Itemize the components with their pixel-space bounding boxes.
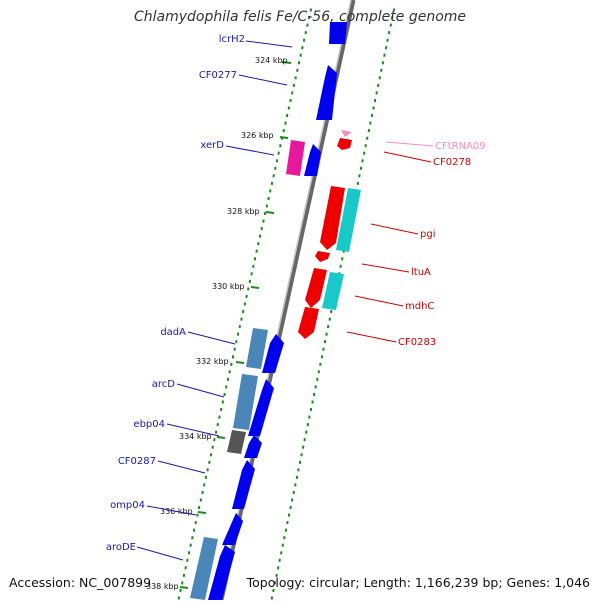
gene-label-CF0287[interactable]: CF0287 xyxy=(118,456,156,467)
gene-label-dadA[interactable]: dadA xyxy=(160,327,186,338)
tick-label: 328 kbp xyxy=(227,207,260,216)
feature-CFtRNA09[interactable] xyxy=(341,130,352,137)
tick-label: 326 kbp xyxy=(241,131,274,140)
gene-label-ebp04[interactable]: ebp04 xyxy=(133,419,165,430)
gene-label-omp04[interactable]: omp04 xyxy=(110,500,145,511)
gene-label-CFtRNA09[interactable]: CFtRNA09 xyxy=(435,141,486,152)
gene-label-pgi[interactable]: pgi xyxy=(420,229,435,240)
gene-label-lcrH2[interactable]: lcrH2 xyxy=(219,34,245,45)
scale-ticks xyxy=(180,62,291,588)
feature-CF0287[interactable] xyxy=(232,460,255,509)
genome-info-text: Topology: circular; Length: 1,166,239 bp… xyxy=(247,575,590,590)
gene-label-CF0277[interactable]: CF0277 xyxy=(199,70,237,81)
gene-label-xerD[interactable]: xerD xyxy=(200,140,224,151)
map-title: Chlamydophila felis Fe/C-56, complete ge… xyxy=(0,9,600,25)
gene-label-ltuA[interactable]: ltuA xyxy=(411,267,431,278)
gene-label-CF0278[interactable]: CF0278 xyxy=(433,157,471,168)
feature-omp04[interactable] xyxy=(222,513,243,545)
tick-label: 324 kbp xyxy=(255,56,288,65)
gene-label-arcD[interactable]: arcD xyxy=(152,379,176,390)
left-leader-lines xyxy=(137,41,292,560)
feature-CF0278[interactable] xyxy=(337,138,352,150)
feature-xerD[interactable] xyxy=(286,140,305,176)
left-dotted-guide xyxy=(179,9,311,600)
gene-label-CF0283[interactable]: CF0283 xyxy=(398,337,436,348)
feature-mdhC[interactable] xyxy=(322,272,344,310)
feature-lcrH2[interactable] xyxy=(329,22,347,44)
right-leader-lines xyxy=(347,142,433,342)
feature-CF0277[interactable] xyxy=(316,65,337,120)
tick-label: 332 kbp xyxy=(196,357,229,366)
accession-text: Accession: NC_007899 xyxy=(9,575,151,590)
gene-label-mdhC[interactable]: mdhC xyxy=(405,301,434,312)
feature-ebp04-cds[interactable] xyxy=(244,435,262,458)
feature-CF0283[interactable] xyxy=(298,307,319,339)
gene-label-aroDE[interactable]: aroDE xyxy=(106,542,136,553)
feature-dadA[interactable] xyxy=(246,328,268,369)
feature-ltuA[interactable] xyxy=(315,251,330,262)
tick-label: 330 kbp xyxy=(212,282,245,291)
feature-ebp04[interactable] xyxy=(227,430,246,454)
